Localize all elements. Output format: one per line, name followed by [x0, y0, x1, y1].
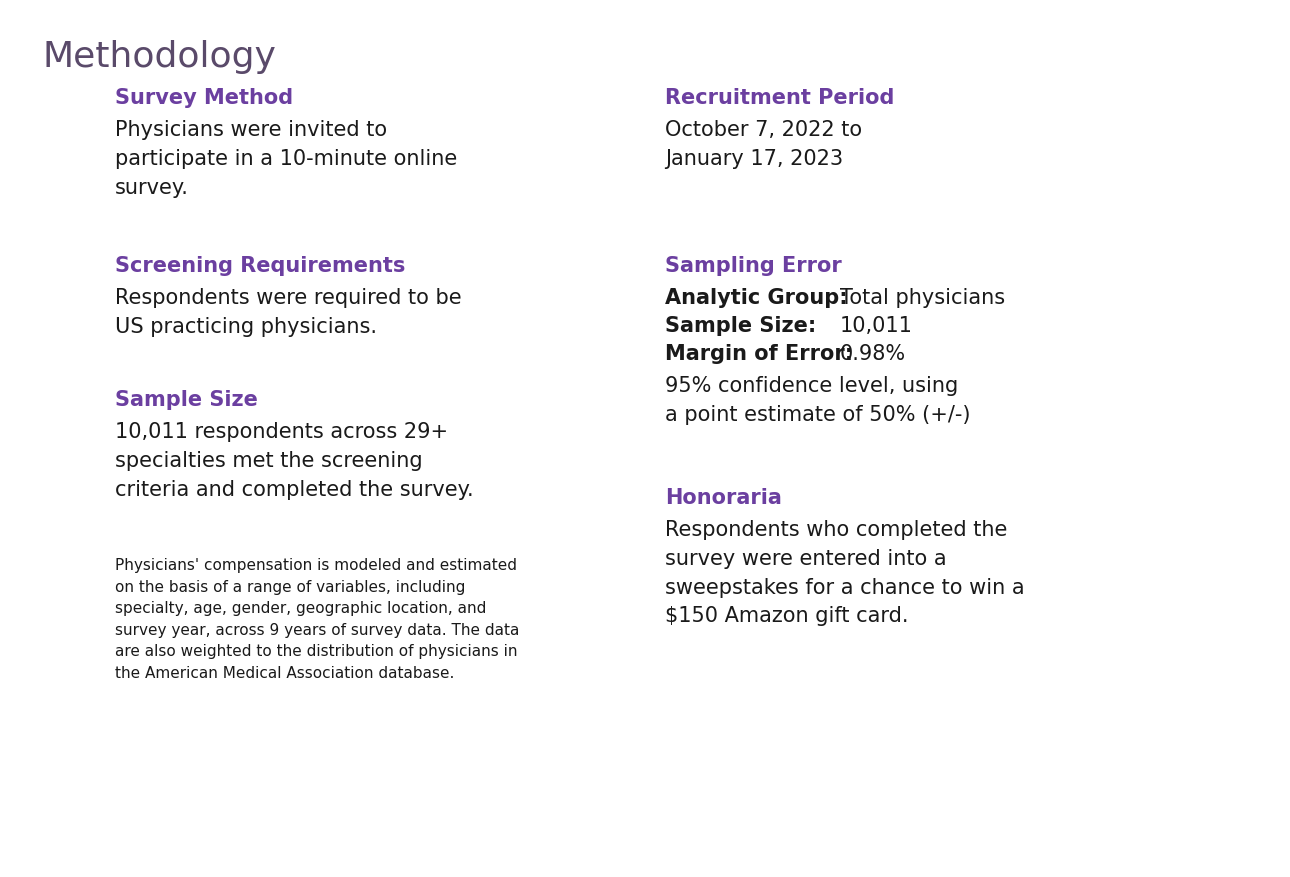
Text: October 7, 2022 to
January 17, 2023: October 7, 2022 to January 17, 2023: [666, 120, 862, 168]
Text: Physicians were invited to
participate in a 10-minute online
survey.: Physicians were invited to participate i…: [115, 120, 457, 197]
Text: 10,011 respondents across 29+
specialties met the screening
criteria and complet: 10,011 respondents across 29+ specialtie…: [115, 422, 473, 499]
Text: Survey Method: Survey Method: [115, 88, 293, 108]
Text: Sampling Error: Sampling Error: [666, 256, 842, 275]
Text: 0.98%: 0.98%: [840, 344, 906, 364]
Text: Sample Size: Sample Size: [115, 389, 258, 410]
Text: Physicians' compensation is modeled and estimated
on the basis of a range of var: Physicians' compensation is modeled and …: [115, 558, 520, 681]
Text: Total physicians: Total physicians: [840, 288, 1005, 308]
Text: Sample Size:: Sample Size:: [666, 316, 817, 336]
Text: Respondents who completed the
survey were entered into a
sweepstakes for a chanc: Respondents who completed the survey wer…: [666, 519, 1024, 625]
Text: Respondents were required to be
US practicing physicians.: Respondents were required to be US pract…: [115, 288, 462, 337]
Text: Analytic Group:: Analytic Group:: [666, 288, 848, 308]
Text: Methodology: Methodology: [43, 40, 276, 74]
Text: Screening Requirements: Screening Requirements: [115, 256, 405, 275]
Text: 95% confidence level, using
a point estimate of 50% (+/-): 95% confidence level, using a point esti…: [666, 375, 970, 424]
Text: Recruitment Period: Recruitment Period: [666, 88, 894, 108]
Text: 10,011: 10,011: [840, 316, 913, 336]
Text: Honoraria: Honoraria: [666, 488, 782, 508]
Text: Margin of Error:: Margin of Error:: [666, 344, 853, 364]
